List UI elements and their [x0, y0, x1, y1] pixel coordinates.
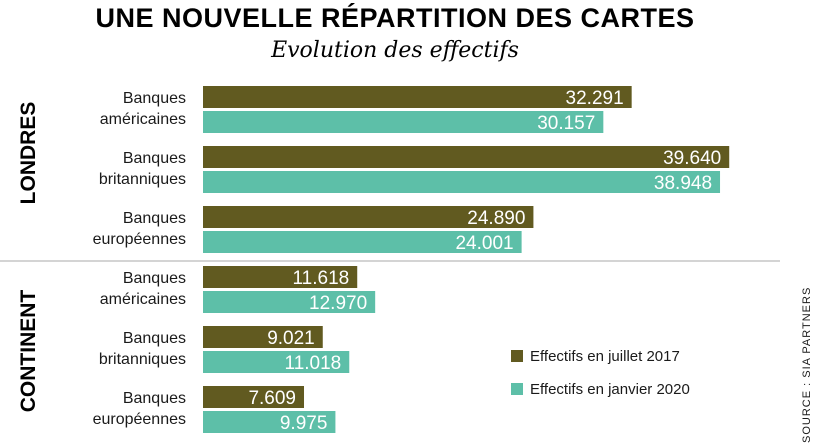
bar-value-label: 30.157 — [537, 113, 595, 134]
bar-2017 — [203, 386, 305, 408]
bar-value-label: 12.970 — [309, 293, 367, 314]
category-label: Banques — [123, 210, 186, 227]
bar-value-label: 39.640 — [663, 148, 721, 169]
bar-value-label: 9.021 — [267, 328, 315, 349]
category-label: britanniques — [99, 351, 186, 368]
bar-value-label: 7.609 — [248, 388, 296, 409]
bar-2017 — [203, 86, 632, 108]
bar-2020 — [203, 111, 604, 133]
category-label: britanniques — [99, 171, 186, 188]
bar-value-label: 11.618 — [293, 268, 350, 289]
category-label: européennes — [93, 231, 186, 248]
category-label: Banques — [123, 390, 186, 407]
category-label: européennes — [93, 411, 186, 428]
source-note: SOURCE : SIA PARTNERS — [801, 287, 813, 443]
chart-title: UNE NOUVELLE RÉPARTITION DES CARTES — [95, 2, 694, 33]
category-label: Banques — [123, 150, 186, 167]
category-label: Banques — [123, 270, 186, 287]
category-label: Banques — [123, 90, 186, 107]
bar-2017 — [203, 146, 730, 168]
legend-label: Effectifs en janvier 2020 — [530, 381, 690, 398]
legend-label: Effectifs en juillet 2017 — [530, 348, 680, 365]
group-label: LONDRES — [17, 102, 40, 205]
bar-value-label: 9.975 — [280, 413, 328, 434]
bar-value-label: 24.890 — [467, 208, 525, 229]
bar-value-label: 24.001 — [455, 233, 513, 254]
bar-2020 — [203, 411, 336, 433]
bar-value-label: 38.948 — [654, 173, 712, 194]
bars-layer: Banques américaines 32.291 30.157 Banques bri… — [0, 86, 780, 434]
category-label: américaines — [100, 111, 186, 128]
bar-2020 — [203, 171, 721, 193]
legend-swatch-2017 — [511, 350, 523, 362]
category-label: Banques — [123, 330, 186, 347]
bar-2020 — [203, 231, 522, 253]
legend: Effectifs en juillet 2017 Effectifs en ja… — [511, 348, 690, 398]
group-label: CONTINENT — [17, 290, 40, 413]
bar-2017 — [203, 326, 323, 348]
bar-2020 — [203, 291, 376, 313]
legend-swatch-2020 — [511, 383, 523, 395]
category-label: américaines — [100, 291, 186, 308]
bar-value-label: 32.291 — [566, 88, 624, 109]
bar-2017 — [203, 266, 358, 288]
chart-subtitle: Evolution des effectifs — [270, 38, 519, 63]
bar-2020 — [203, 351, 350, 373]
bar-2017 — [203, 206, 534, 228]
bar-value-label: 11.018 — [285, 353, 342, 374]
